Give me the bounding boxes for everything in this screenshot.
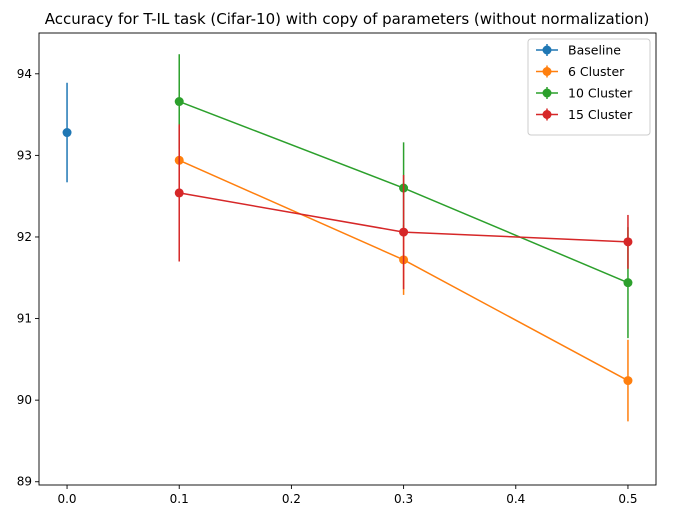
data-point	[63, 128, 72, 137]
y-tick-label: 92	[17, 230, 32, 244]
legend-marker	[543, 89, 552, 98]
x-tick-label: 0.5	[618, 492, 637, 506]
legend-marker	[543, 46, 552, 55]
x-tick-label: 0.4	[506, 492, 525, 506]
legend-label: 10 Cluster	[568, 86, 633, 101]
y-tick-label: 90	[17, 393, 32, 407]
chart-title: Accuracy for T-IL task (Cifar-10) with c…	[45, 10, 650, 28]
x-tick-label: 0.2	[282, 492, 301, 506]
x-tick-label: 0.1	[170, 492, 189, 506]
y-tick-label: 91	[17, 312, 32, 326]
series-baseline	[63, 83, 72, 183]
x-tick-label: 0.3	[394, 492, 413, 506]
data-point	[623, 237, 632, 246]
y-tick-label: 94	[17, 67, 32, 81]
x-tick-label: 0.0	[57, 492, 76, 506]
data-point	[623, 376, 632, 385]
legend: Baseline 6 Cluster 10 Cluster 15 Cluster	[528, 39, 650, 135]
legend-marker	[543, 110, 552, 119]
data-point	[399, 228, 408, 237]
y-tick-label: 93	[17, 148, 32, 162]
legend-label: 15 Cluster	[568, 107, 633, 122]
legend-marker	[543, 67, 552, 76]
data-point	[175, 188, 184, 197]
legend-label: 6 Cluster	[568, 64, 625, 79]
data-point	[623, 278, 632, 287]
y-tick-label: 89	[17, 475, 32, 489]
legend-label: Baseline	[568, 43, 621, 58]
data-point	[175, 97, 184, 106]
